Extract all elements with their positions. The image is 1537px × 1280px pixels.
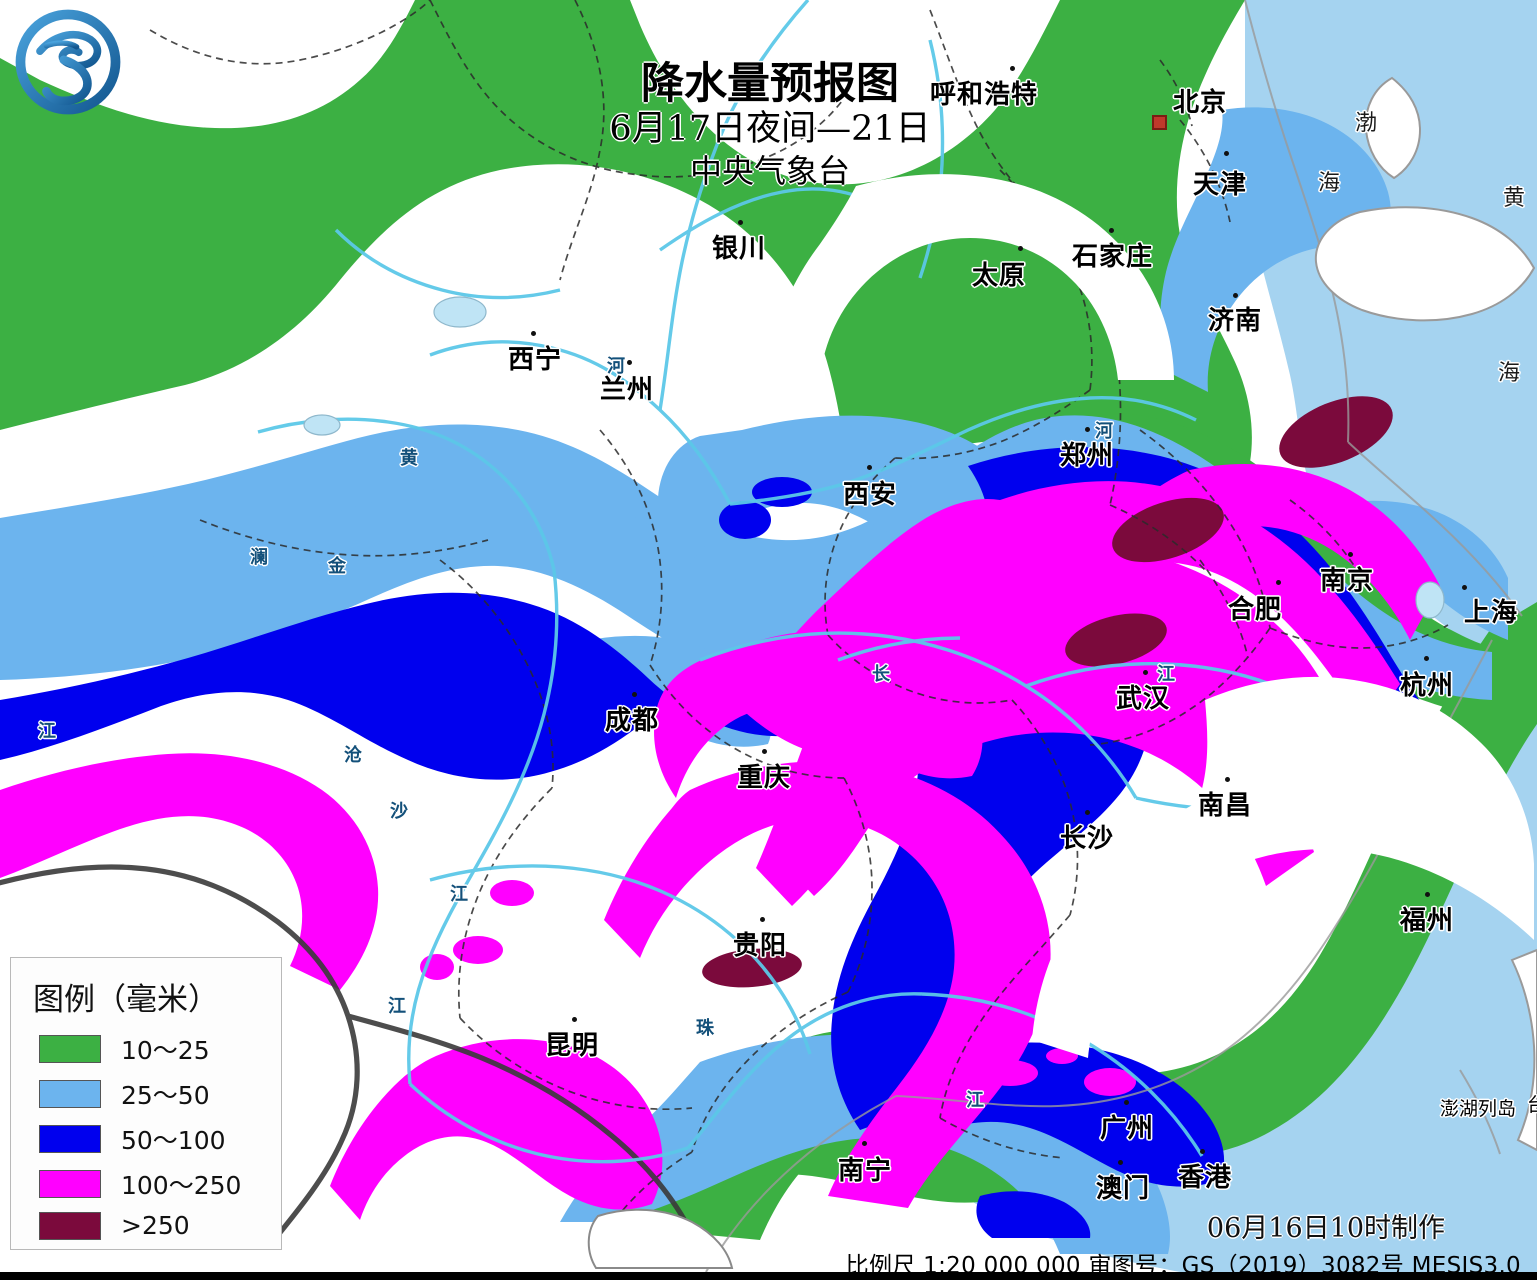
city-marker (762, 749, 767, 754)
legend-label: 50～100 (121, 1126, 226, 1155)
city-marker (1225, 777, 1230, 782)
legend-label: 25～50 (121, 1081, 210, 1110)
hainan-outline (587, 1208, 734, 1269)
city-marker (1118, 1160, 1123, 1165)
legend-label: 10～25 (121, 1036, 210, 1065)
city-marker (1200, 1149, 1205, 1154)
city-marker (760, 917, 765, 922)
precip-zone-gt-250 (702, 396, 1393, 988)
legend-label: 100～250 (121, 1171, 242, 1200)
legend-swatch (39, 1080, 101, 1108)
city-marker (627, 360, 632, 365)
city-marker (1233, 293, 1238, 298)
city-marker (632, 692, 637, 697)
legend-item: 50～100 (39, 1121, 281, 1157)
city-marker (867, 465, 872, 470)
shandong-peninsula (1314, 206, 1536, 322)
city-marker (1424, 656, 1429, 661)
city-marker (1085, 810, 1090, 815)
city-marker (531, 331, 536, 336)
taiwan-outline (1510, 948, 1537, 1152)
city-marker (1085, 427, 1090, 432)
legend-swatch (39, 1170, 101, 1198)
city-marker (1010, 66, 1015, 71)
national-border (0, 864, 695, 1242)
city-marker (1425, 892, 1430, 897)
legend-item: 10～25 (39, 1031, 281, 1067)
cma-logo (14, 8, 122, 116)
made-time-text: 06月16日10时制作 (1206, 1213, 1445, 1244)
city-marker (862, 1141, 867, 1146)
legend-item: >250 (39, 1211, 281, 1240)
legend-label: >250 (121, 1211, 190, 1240)
capital-marker (1152, 115, 1167, 130)
legend-swatch (39, 1125, 101, 1153)
legend-item: 100～250 (39, 1166, 281, 1202)
city-marker (1109, 228, 1114, 233)
city-marker (1276, 580, 1281, 585)
legend-rows: 10～25 25～50 50～100 100～250 >250 (11, 1031, 281, 1240)
city-marker (1224, 151, 1229, 156)
legend-item: 25～50 (39, 1076, 281, 1112)
liaodong-tip (1364, 76, 1422, 180)
city-marker (738, 220, 743, 225)
coastline (705, 0, 1523, 1272)
legend-swatch (39, 1035, 101, 1063)
city-marker (1124, 1100, 1129, 1105)
city-marker (1018, 246, 1023, 251)
legend-title: 图例（毫米） (33, 982, 219, 1018)
no-precip-regions (770, 174, 1534, 1058)
city-marker (1348, 552, 1353, 557)
legend-panel: 图例（毫米） 10～25 25～50 50～100 100～250 >250 (10, 957, 282, 1250)
city-marker (1143, 670, 1148, 675)
legend-swatch (39, 1211, 101, 1240)
city-marker (1462, 585, 1467, 590)
bottom-black-strip (0, 1272, 1537, 1280)
city-marker (572, 1017, 577, 1022)
